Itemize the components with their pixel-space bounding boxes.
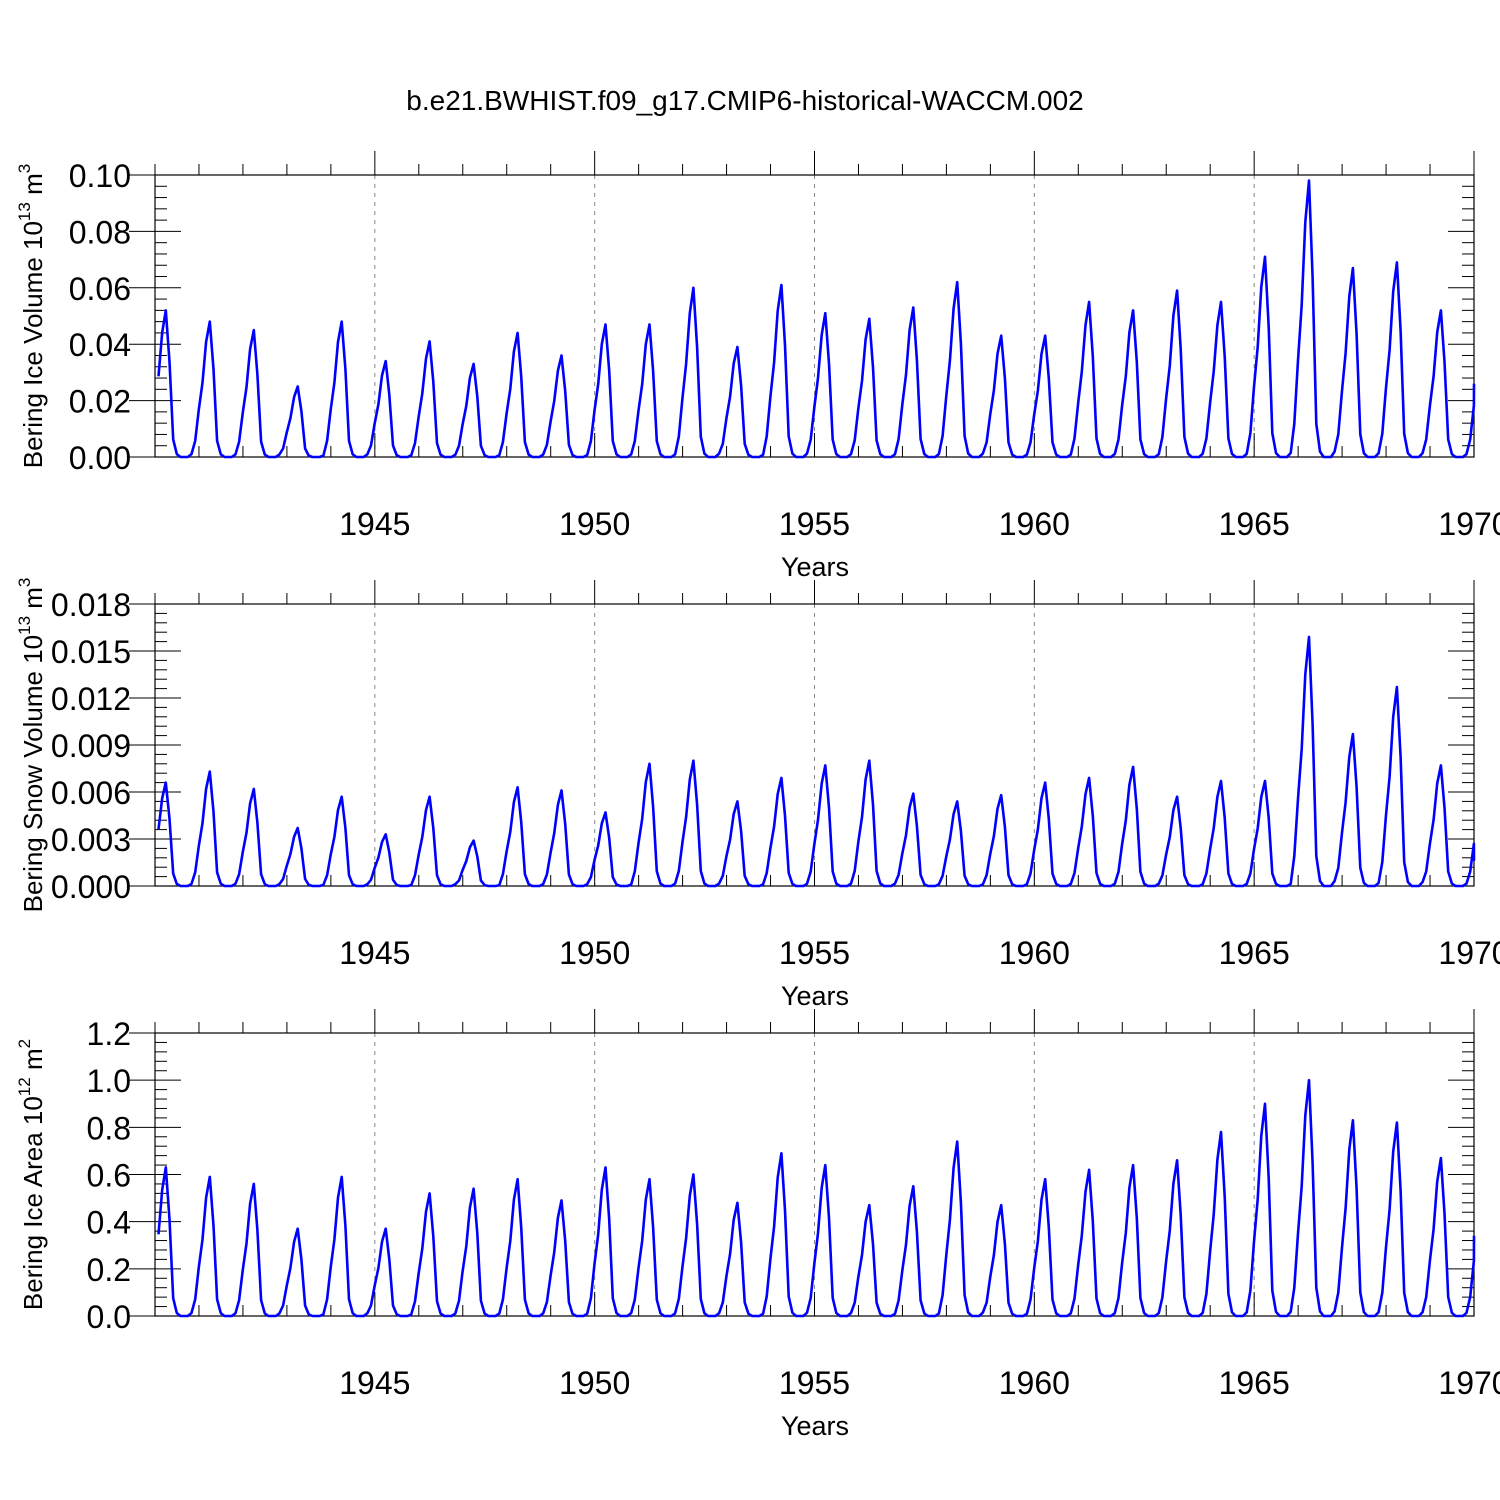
y-tick-label: 0.018: [51, 587, 131, 623]
y-tick-label: 0.000: [51, 869, 131, 905]
x-tick-label: 1955: [779, 506, 850, 542]
y-tick-label: 1.0: [87, 1063, 131, 1099]
x-tick-label: 1960: [999, 1365, 1070, 1401]
x-tick-label: 1950: [559, 935, 630, 971]
y-tick-label: 0.04: [69, 327, 131, 363]
x-tick-label: 1950: [559, 506, 630, 542]
x-tick-label: 1960: [999, 506, 1070, 542]
x-tick-label: 1955: [779, 935, 850, 971]
x-tick-label: 1945: [339, 506, 410, 542]
y-tick-label: 0.00: [69, 440, 131, 476]
y-tick-label: 0.06: [69, 271, 131, 307]
x-tick-label: 1965: [1219, 935, 1290, 971]
x-axis-label: Years: [781, 1411, 849, 1441]
y-tick-label: 0.012: [51, 681, 131, 717]
x-tick-label: 1945: [339, 935, 410, 971]
y-tick-label: 0.02: [69, 384, 131, 420]
y-tick-label: 0.003: [51, 822, 131, 858]
y-tick-label: 0.009: [51, 728, 131, 764]
x-tick-label: 1970: [1438, 506, 1500, 542]
y-tick-label: 0.006: [51, 775, 131, 811]
x-tick-label: 1970: [1438, 935, 1500, 971]
chart-title: b.e21.BWHIST.f09_g17.CMIP6-historical-WA…: [406, 85, 1083, 116]
y-axis-label: Bering Ice Area 1012 m2: [15, 1039, 48, 1310]
y-tick-label: 0.10: [69, 158, 131, 194]
x-tick-label: 1970: [1438, 1365, 1500, 1401]
panel-ice-volume: 1945 1950 1955 1960 1965 1970 Years 0.00 0.02 0.0…: [15, 151, 1500, 582]
y-tick-label: 0.2: [87, 1252, 131, 1288]
x-tick-label: 1955: [779, 1365, 850, 1401]
panel-snow-volume: 1945 1950 1955 1960 1965 1970 Years 0.000 0.003 0…: [15, 578, 1500, 1011]
y-axis-label: Bering Snow Volume 1013 m3: [15, 578, 48, 913]
y-tick-label: 0.4: [87, 1205, 131, 1241]
y-tick-label: 0.0: [87, 1299, 131, 1335]
series-line-ice-area: [157, 1078, 1476, 1318]
x-tick-label: 1950: [559, 1365, 630, 1401]
y-tick-label: 0.8: [87, 1110, 131, 1146]
series-line-ice-volume: [157, 179, 1476, 459]
x-tick-label: 1945: [339, 1365, 410, 1401]
y-tick-label: 0.08: [69, 214, 131, 250]
y-tick-label: 1.2: [87, 1016, 131, 1052]
series-line-snow-volume: [157, 635, 1476, 888]
x-tick-label: 1965: [1219, 506, 1290, 542]
x-tick-label: 1960: [999, 935, 1070, 971]
y-tick-label: 0.015: [51, 634, 131, 670]
y-axis-label: Bering Ice Volume 1013 m3: [15, 164, 48, 468]
x-tick-label: 1965: [1219, 1365, 1290, 1401]
x-axis-label: Years: [781, 552, 849, 582]
panel-ice-area: 1945 1950 1955 1960 1965 1970 Years 0.0 0.2 0.4 0.…: [15, 1009, 1500, 1441]
x-axis-label: Years: [781, 981, 849, 1011]
y-tick-label: 0.6: [87, 1158, 131, 1194]
